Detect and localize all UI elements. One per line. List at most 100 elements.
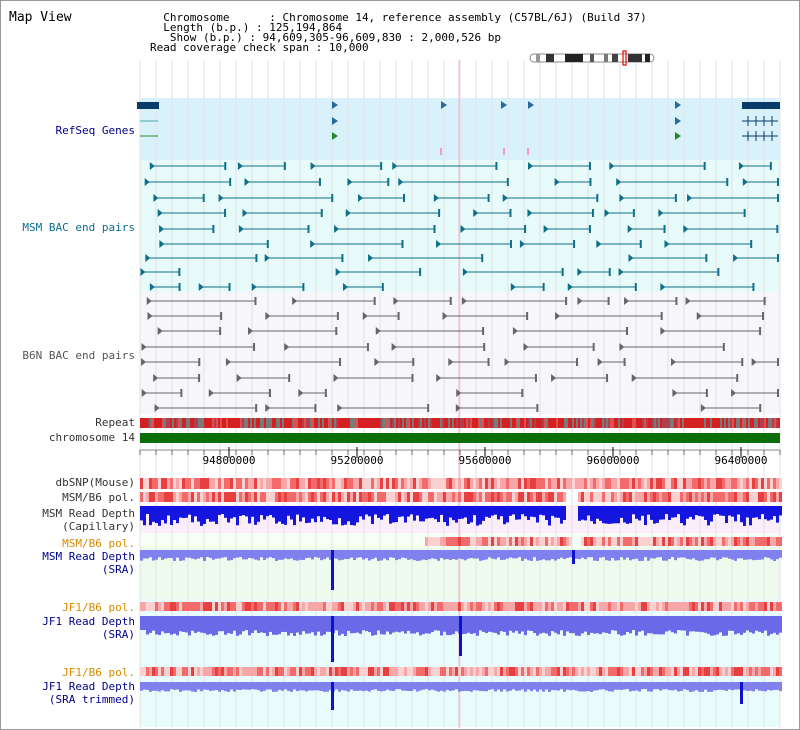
capillary-bar bbox=[488, 506, 491, 518]
jf1-pol1-cell bbox=[536, 602, 539, 611]
repeat-cell bbox=[700, 418, 702, 428]
repeat-cell bbox=[752, 418, 754, 428]
repeat-cell bbox=[506, 418, 508, 428]
dbsnp-cell bbox=[302, 478, 305, 489]
repeat-cell bbox=[254, 418, 256, 428]
repeat-cell bbox=[344, 418, 346, 428]
capillary-bar bbox=[143, 506, 146, 526]
jf1-trim-bar bbox=[251, 682, 254, 690]
msm-pol1-cell bbox=[746, 492, 749, 502]
jf1-sra-bar bbox=[698, 616, 701, 632]
jf1-pol2-cell bbox=[743, 667, 746, 676]
refseq-genes-track[interactable] bbox=[137, 101, 780, 155]
b6n-bac-label[interactable]: B6N BAC end pairs bbox=[22, 349, 135, 362]
dbsnp-cell bbox=[530, 478, 533, 489]
dbsnp-cell bbox=[545, 478, 548, 489]
msm-sra-bar bbox=[560, 550, 563, 558]
jf1-pol1-cell bbox=[257, 602, 260, 611]
msm-b6-pol-track-1[interactable] bbox=[140, 492, 782, 502]
b6n-bac-end-pairs-track[interactable] bbox=[141, 297, 779, 412]
capillary-bar bbox=[140, 506, 143, 521]
chromosome-ideogram[interactable] bbox=[529, 50, 655, 66]
msm-bac-label[interactable]: MSM BAC end pairs bbox=[22, 221, 135, 234]
msm-pol2-cell bbox=[428, 537, 431, 546]
b6n-bac-end bbox=[157, 327, 163, 335]
msm-sra-bar bbox=[554, 550, 557, 561]
jf1-pol1-cell bbox=[314, 602, 317, 611]
repeat-cell bbox=[302, 418, 304, 428]
msm-pol1-cell bbox=[770, 492, 773, 502]
jf1-pol1-cell bbox=[221, 602, 224, 611]
msm-pol2-cell bbox=[779, 537, 782, 546]
msm-pol1-cell bbox=[683, 492, 686, 502]
dbsnp-cell bbox=[200, 478, 203, 489]
dbsnp-cell bbox=[419, 478, 422, 489]
capillary-bar bbox=[341, 506, 344, 526]
jf1-trim-bar bbox=[653, 682, 656, 690]
jf1-pol1-cell bbox=[308, 602, 311, 611]
jf1-sra-bar bbox=[560, 616, 563, 631]
capillary-bar bbox=[209, 506, 212, 522]
capillary-bar bbox=[710, 506, 713, 522]
jf1-pol2-cell bbox=[443, 667, 446, 676]
msm-pol1-cell bbox=[644, 492, 647, 502]
capillary-bar bbox=[383, 506, 386, 516]
jf1-pol1-cell bbox=[401, 602, 404, 611]
jf1-pol1-cell bbox=[617, 602, 620, 611]
dbsnp-track[interactable] bbox=[140, 478, 782, 489]
capillary-bar bbox=[599, 506, 602, 521]
gene-arrow bbox=[675, 101, 681, 109]
msm-sra-bar bbox=[764, 550, 767, 558]
jf1-trim-bar bbox=[455, 682, 458, 690]
msm-sra-bar bbox=[392, 550, 395, 558]
jf1-pol1-cell bbox=[722, 602, 725, 611]
jf1-pol1-cell bbox=[764, 602, 767, 611]
msm-read-depth-capillary-track[interactable] bbox=[140, 506, 782, 526]
msm-bac-end-pairs-track[interactable] bbox=[140, 162, 779, 291]
jf1-pol2-cell bbox=[320, 667, 323, 676]
repeat-cell bbox=[744, 418, 746, 428]
msm-pol1-cell bbox=[176, 492, 179, 502]
repeat-cell bbox=[522, 418, 524, 428]
jf1-sra-bar bbox=[215, 616, 218, 635]
jf1-read-depth-sra-track[interactable] bbox=[140, 616, 782, 662]
jf1-pol1-cell bbox=[386, 602, 389, 611]
jf1-sra-bar bbox=[287, 616, 290, 636]
repeat-cell bbox=[754, 418, 756, 428]
jf1-sra-bar bbox=[230, 616, 233, 634]
msm-pol1-cell bbox=[347, 492, 350, 502]
jf1-trim-bar bbox=[518, 682, 521, 691]
capillary-bar bbox=[398, 506, 401, 517]
jf1-read-depth-sra-trimmed-track[interactable] bbox=[140, 682, 782, 710]
gene-arrow bbox=[332, 117, 338, 125]
jf1-pol1-cell bbox=[410, 602, 413, 611]
capillary-bar bbox=[695, 506, 698, 516]
jf1-sra-bar bbox=[494, 616, 497, 633]
repeat-cell bbox=[292, 418, 294, 428]
refseq-genes-label[interactable]: RefSeq Genes bbox=[55, 124, 135, 137]
dbsnp-cell bbox=[686, 478, 689, 489]
capillary-bar bbox=[551, 506, 554, 516]
msm-b6-pol-track-2[interactable] bbox=[425, 537, 782, 546]
msm-pol2-cell bbox=[458, 537, 461, 546]
msm-read-depth-sra-track[interactable] bbox=[140, 550, 782, 590]
jf1-pol2-cell bbox=[299, 667, 302, 676]
chromosome-bar-track[interactable] bbox=[140, 433, 780, 443]
msm-pol1-cell bbox=[167, 492, 170, 502]
repeat-cell bbox=[736, 418, 738, 428]
repeat-track[interactable] bbox=[140, 418, 780, 428]
msm-pol1-cell bbox=[308, 492, 311, 502]
jf1-pol2-cell bbox=[200, 667, 203, 676]
jf1-pol1-cell bbox=[227, 602, 230, 611]
repeat-cell bbox=[672, 418, 674, 428]
jf1-b6-pol-track-1[interactable] bbox=[140, 602, 782, 611]
msm-pol1-cell bbox=[401, 492, 404, 502]
jf1-trim-bar bbox=[245, 682, 248, 690]
jf1-pol1-cell bbox=[767, 602, 770, 611]
jf1-b6-pol-track-2[interactable] bbox=[140, 667, 782, 676]
jf1-pol2-cell bbox=[737, 667, 740, 676]
msm-pol1-cell bbox=[380, 492, 383, 502]
msm-pol1-cell bbox=[392, 492, 395, 502]
jf1-trim-bar bbox=[146, 682, 149, 690]
